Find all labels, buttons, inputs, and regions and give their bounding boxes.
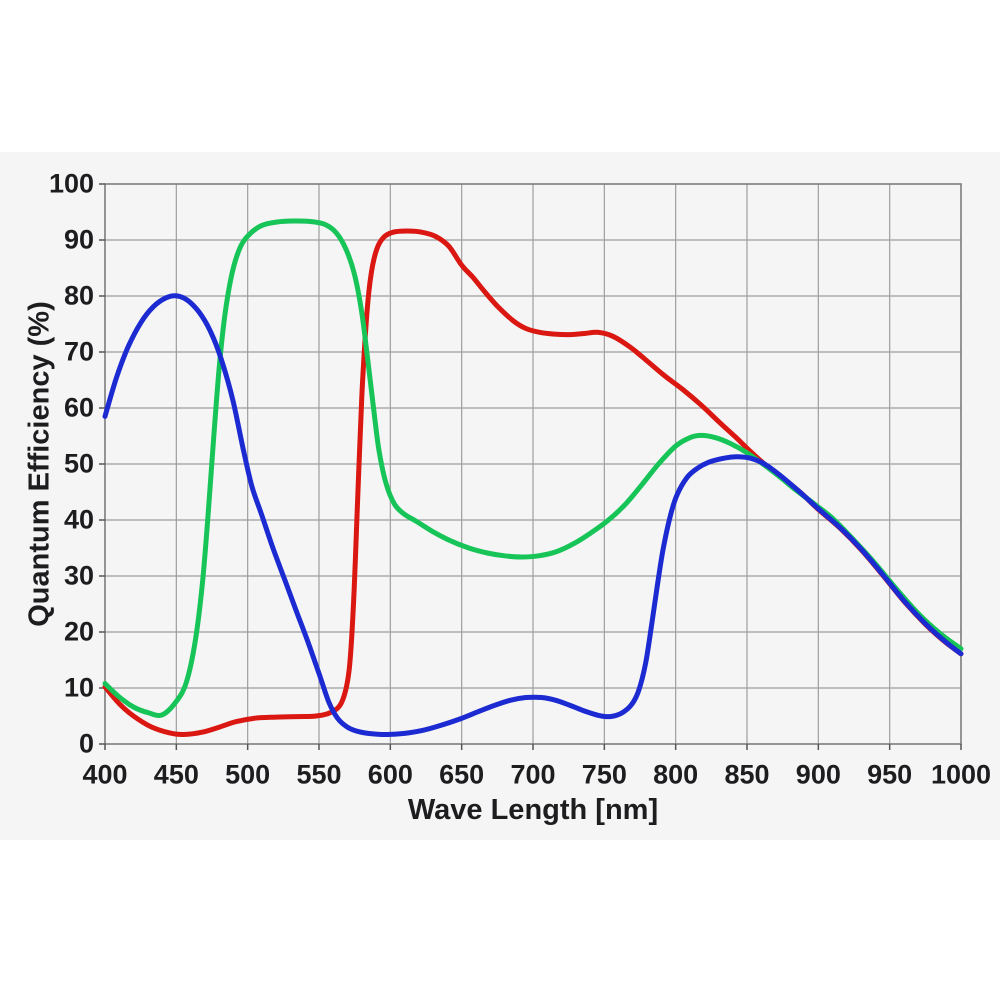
y-tick-label: 60	[63, 392, 94, 423]
y-tick-label: 30	[63, 560, 94, 591]
x-tick-label: 1000	[930, 759, 992, 790]
y-axis-title: Quantum Efficiency (%)	[23, 301, 56, 627]
y-tick-label: 100	[48, 168, 94, 199]
x-tick-label: 550	[296, 759, 342, 790]
y-tick-label: 90	[63, 224, 94, 255]
y-tick-label: 0	[78, 728, 94, 759]
x-tick-label: 450	[153, 759, 199, 790]
x-tick-label: 400	[82, 759, 128, 790]
x-axis-title: Wave Length [nm]	[407, 794, 659, 826]
x-tick-label: 800	[653, 759, 699, 790]
x-tick-label: 500	[225, 759, 271, 790]
x-tick-label: 700	[510, 759, 556, 790]
y-tick-label: 70	[63, 336, 94, 367]
x-tick-label: 950	[867, 759, 913, 790]
blue-channel-line	[102, 293, 964, 738]
x-tick-label: 850	[724, 759, 770, 790]
x-tick-label: 750	[581, 759, 627, 790]
x-tick-label: 600	[367, 759, 413, 790]
chart-panel	[0, 152, 1000, 840]
y-tick-label: 40	[63, 504, 94, 535]
y-tick-label: 10	[63, 672, 94, 703]
y-tick-label: 50	[63, 448, 94, 479]
x-tick-label: 900	[795, 759, 841, 790]
x-tick-label: 650	[439, 759, 485, 790]
y-tick-label: 20	[63, 616, 94, 647]
y-tick-label: 80	[63, 280, 94, 311]
